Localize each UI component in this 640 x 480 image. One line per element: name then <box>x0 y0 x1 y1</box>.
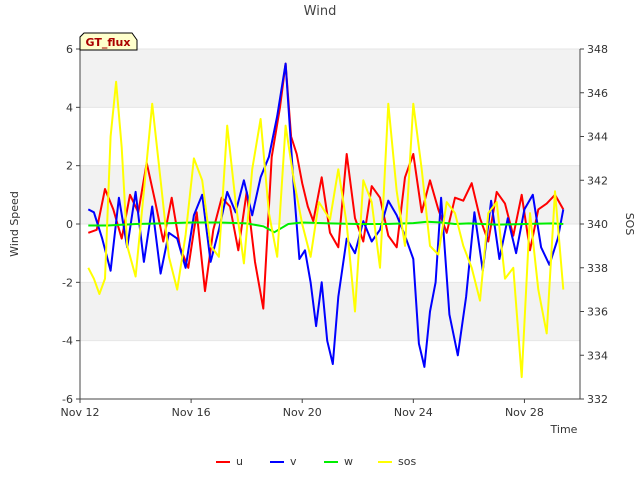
site-badge-label: GT_flux <box>86 36 131 49</box>
y-tick-label: -4 <box>62 335 73 348</box>
series-line-w <box>88 220 564 234</box>
x-tick-label: Nov 12 <box>61 406 100 419</box>
legend-label-w: w <box>344 455 353 468</box>
legend-label-v: v <box>290 455 297 468</box>
tick-layer: -6 -4 -2 0 2 4 6 332 334 336 338 340 342 344 346 348 Nov… <box>61 43 608 419</box>
y-tick-label: 6 <box>66 43 73 56</box>
site-badge: GT_flux <box>79 32 138 51</box>
chart-title: Wind <box>304 4 337 19</box>
series-layer <box>87 62 565 379</box>
y2-tick-label: 348 <box>587 43 608 56</box>
legend-label-u: u <box>236 455 243 468</box>
series-line-sos <box>87 80 565 379</box>
series-line-v <box>87 62 565 368</box>
y2-tick-label: 342 <box>587 174 608 187</box>
series-line-u <box>87 62 565 310</box>
y-tick-label: 2 <box>66 160 73 173</box>
legend-label-sos: sos <box>398 455 416 468</box>
x-axis-title: Time <box>550 423 578 436</box>
y2-tick-label: 346 <box>587 87 608 100</box>
y2-axis-title: SOS <box>623 213 636 236</box>
legend: u v w sos <box>216 455 416 468</box>
site-badge-box <box>79 32 138 51</box>
y2-tick-label: 334 <box>587 349 608 362</box>
x-tick-label: Nov 20 <box>283 406 322 419</box>
y2-tick-label: 340 <box>587 218 608 231</box>
band-2 <box>80 282 580 341</box>
band-0 <box>80 49 580 108</box>
y2-tick-label: 338 <box>587 262 608 275</box>
y-tick-label: 4 <box>66 101 73 114</box>
y2-tick-label: 336 <box>587 306 608 319</box>
y-axis-title: Wind Speed <box>8 191 21 257</box>
y-tick-label: -2 <box>62 276 73 289</box>
x-tick-label: Nov 28 <box>505 406 544 419</box>
y2-tick-label: 344 <box>587 131 608 144</box>
y2-tick-label: 332 <box>587 393 608 406</box>
x-tick-label: Nov 24 <box>394 406 433 419</box>
x-tick-label: Nov 16 <box>172 406 211 419</box>
y-tick-label: 0 <box>66 218 73 231</box>
background-bands <box>80 49 580 341</box>
y-tick-label: -6 <box>62 393 73 406</box>
